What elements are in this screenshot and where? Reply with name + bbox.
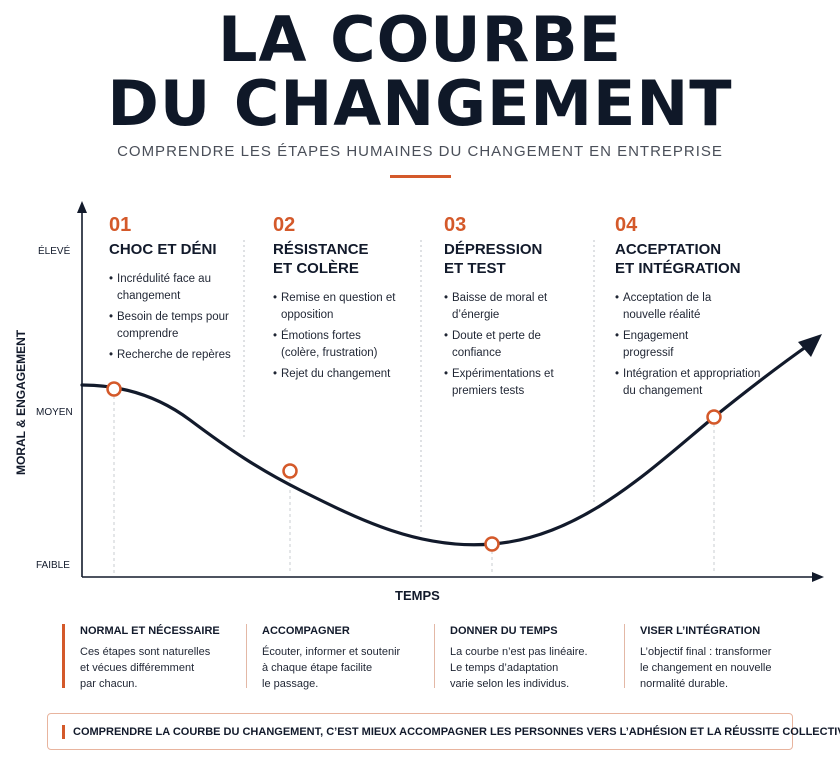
info-box-line: le passage. xyxy=(262,678,319,690)
stage-bullet: Intégration et appropriation du changeme… xyxy=(615,366,765,400)
info-box-body: L’objectif final : transformer le change… xyxy=(640,644,814,692)
stage-2: 02 RÉSISTANCE ET COLÈRE Remise en questio… xyxy=(273,214,473,387)
stage-number: 03 xyxy=(444,214,467,236)
stage-bullet: Doute et perte de confiance xyxy=(444,328,569,362)
stage-bullet: Baisse de moral et d’énergie xyxy=(444,290,569,324)
stage-bullet-list: Acceptation de la nouvelle réalité Engag… xyxy=(615,290,815,400)
page-title-line-2: DU CHANGEMENT xyxy=(107,67,733,140)
stage-number: 02 xyxy=(273,214,296,236)
conclusion-banner: COMPRENDRE LA COURBE DU CHANGEMENT, C’ES… xyxy=(47,713,840,750)
info-box-body: Écouter, informer et soutenir à chaque é… xyxy=(262,644,426,692)
info-box-title: NORMAL ET NÉCESSAIRE xyxy=(80,625,220,637)
x-axis-arrow-icon xyxy=(812,572,824,582)
banner-text: COMPRENDRE LA COURBE DU CHANGEMENT, C’ES… xyxy=(73,726,840,738)
stage-title: DÉPRESSION ET TEST xyxy=(444,240,644,278)
info-box-line: et vécues différemment xyxy=(80,662,195,674)
stage-title: ACCEPTATION ET INTÉGRATION xyxy=(615,240,815,278)
stage-title-line-1: CHOC ET DÉNI xyxy=(109,241,217,258)
stage-title-line-1: ACCEPTATION xyxy=(615,241,722,258)
stage-bullet-list: Remise en question et opposition Émotion… xyxy=(273,290,473,383)
stage-title: CHOC ET DÉNI xyxy=(109,240,309,259)
stage-bullet: Recherche de repères xyxy=(109,347,234,364)
curve-arrow-icon xyxy=(798,334,822,357)
info-box-line: par chacun. xyxy=(80,678,138,690)
info-box-title: VISER L’INTÉGRATION xyxy=(640,625,761,637)
level-high-label: ÉLEVÉ xyxy=(38,246,71,257)
info-box-body: La courbe n’est pas linéaire. Le temps d… xyxy=(450,644,619,692)
info-box-temps: DONNER DU TEMPS La courbe n’est pas liné… xyxy=(434,624,619,690)
info-box-line: à chaque étape facilite xyxy=(262,662,373,674)
x-axis-label: TEMPS xyxy=(395,588,440,603)
stage-title: RÉSISTANCE ET COLÈRE xyxy=(273,240,473,278)
stage-bullet: Besoin de temps pour comprendre xyxy=(109,309,234,343)
curve-marker-stage-4 xyxy=(706,409,722,425)
stage-3: 03 DÉPRESSION ET TEST Baisse de moral et … xyxy=(444,214,644,404)
curve-marker-stage-2 xyxy=(282,463,298,479)
stage-bullet: Expérimentations et premiers tests xyxy=(444,366,569,400)
info-box-line: Écouter, informer et soutenir xyxy=(262,646,401,658)
info-box-accompagner: ACCOMPAGNER Écouter, informer et souteni… xyxy=(246,624,426,690)
page-subtitle: COMPRENDRE LES ÉTAPES HUMAINES DU CHANGE… xyxy=(117,143,723,160)
info-box-title: ACCOMPAGNER xyxy=(262,625,350,637)
info-box-integration: VISER L’INTÉGRATION L’objectif final : t… xyxy=(624,624,814,690)
stage-bullet: Rejet du changement xyxy=(273,366,398,383)
level-low-label: FAIBLE xyxy=(36,560,70,571)
info-box-line: La courbe n’est pas linéaire. xyxy=(450,646,588,658)
change-curve-chart xyxy=(77,201,824,582)
stage-bullet: Engagement progressif xyxy=(615,328,740,362)
curve-marker-stage-1 xyxy=(106,381,122,397)
info-box-line: L’objectif final : transformer xyxy=(640,646,772,658)
info-box-line: varie selon les individus. xyxy=(450,678,570,690)
stage-bullet: Incrédulité face au changement xyxy=(109,271,234,305)
info-box-line: normalité durable. xyxy=(640,678,729,690)
level-mid-label: MOYEN xyxy=(36,407,73,418)
y-axis-arrow-icon xyxy=(77,201,87,213)
info-box-line: Ces étapes sont naturelles xyxy=(80,646,211,658)
info-box-line: Le temps d’adaptation xyxy=(450,662,559,674)
stage-bullet: Émotions fortes (colère, frustration) xyxy=(273,328,398,362)
stage-title-line-2: ET COLÈRE xyxy=(273,260,359,277)
stage-4: 04 ACCEPTATION ET INTÉGRATION Acceptation… xyxy=(615,214,815,404)
stage-1: 01 CHOC ET DÉNI Incrédulité face au chan… xyxy=(109,214,309,368)
stage-bullet-list: Baisse de moral et d’énergie Doute et pe… xyxy=(444,290,644,400)
stage-bullet: Acceptation de la nouvelle réalité xyxy=(615,290,740,324)
info-box-body: Ces étapes sont naturelles et vécues dif… xyxy=(80,644,240,692)
stage-number: 01 xyxy=(109,214,132,236)
info-box-title: DONNER DU TEMPS xyxy=(450,625,558,637)
y-axis-label: MORAL & ENGAGEMENT xyxy=(14,329,28,475)
stage-bullet: Remise en question et opposition xyxy=(273,290,398,324)
stage-title-line-1: RÉSISTANCE xyxy=(273,241,369,258)
title-underline xyxy=(390,175,451,178)
stage-title-line-1: DÉPRESSION xyxy=(444,241,543,258)
stage-title-line-2: ET INTÉGRATION xyxy=(615,260,741,277)
curve-marker-stage-3 xyxy=(484,536,500,552)
banner-accent-bar xyxy=(62,725,65,739)
stage-title-line-2: ET TEST xyxy=(444,260,506,277)
info-box-normal: NORMAL ET NÉCESSAIRE Ces étapes sont nat… xyxy=(62,624,240,690)
info-box-line: le changement en nouvelle xyxy=(640,662,772,674)
page-title-line-1: LA COURBE xyxy=(218,3,622,76)
stage-bullet-list: Incrédulité face au changement Besoin de… xyxy=(109,271,309,364)
stage-number: 04 xyxy=(615,214,638,236)
